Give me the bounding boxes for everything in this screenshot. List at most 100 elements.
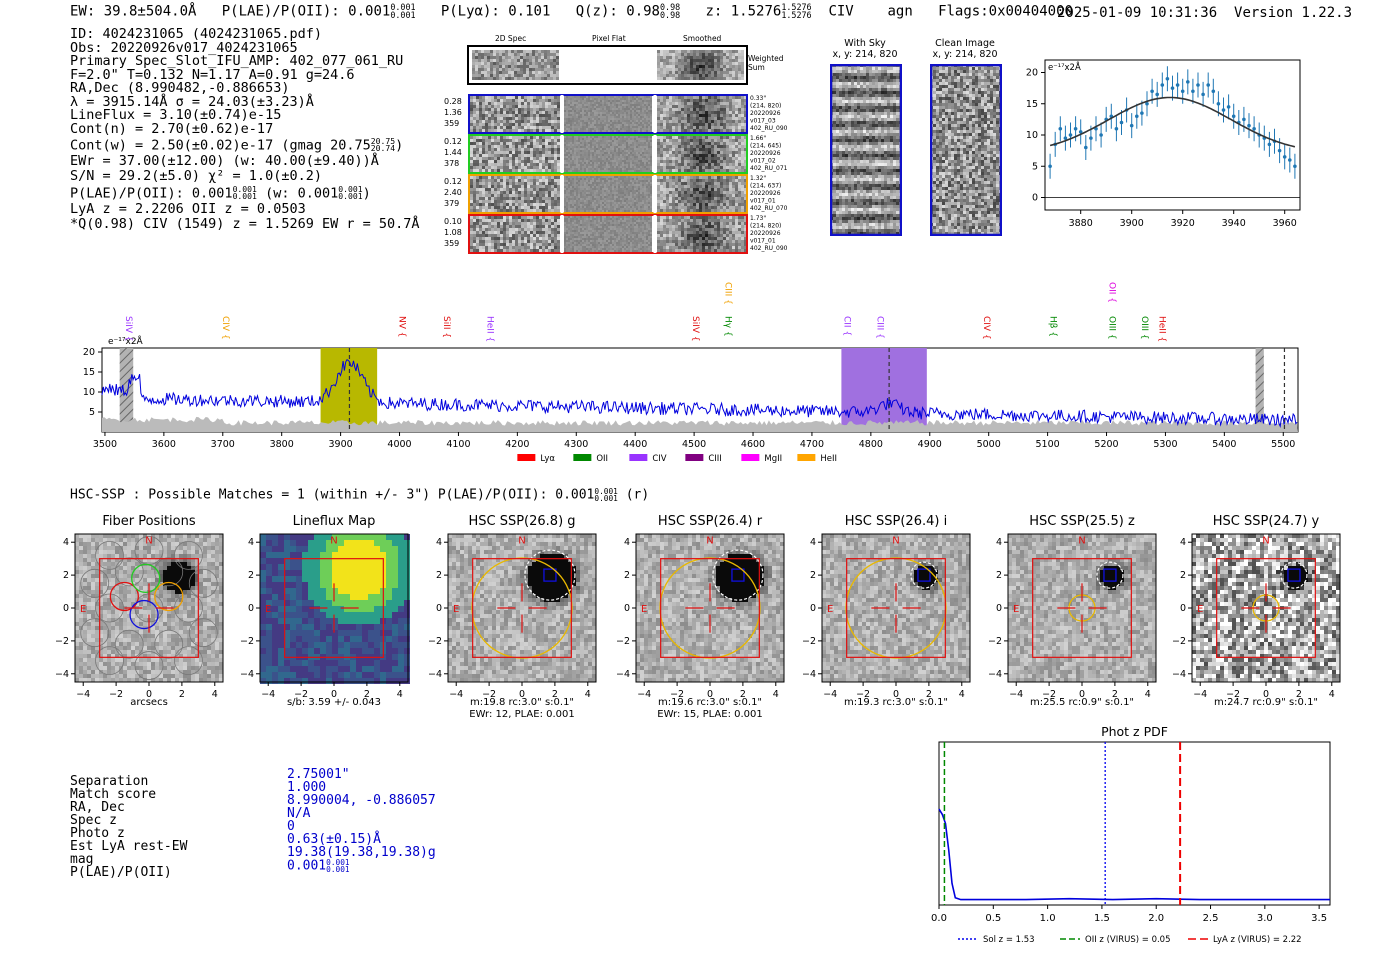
fiber-circle [134,651,164,680]
match-values: 2.75001" 1.000 8.990004, -0.886057 N/A 0 0.63… [287,768,436,873]
y-tick-label: 2 [436,570,442,581]
x-tick-label: 1.0 [1040,913,1056,924]
x-tick-label: 5300 [1153,439,1177,450]
east-label: E [80,604,86,615]
cutout-panel: 2D Spec Pixel Flat Smoothed 0.28 1.36 359 0… [440,34,790,259]
north-label: N [145,536,152,547]
x-tick-label: −4 [76,689,90,700]
x-tick-label: 3600 [152,439,176,450]
emission-line-label: HeII { [484,316,494,342]
weighted-2d-spec [472,50,559,80]
match-label: Est LyA rest-EW [70,839,188,854]
x-tick-label: 0 [1263,689,1269,700]
data-point [1063,136,1068,140]
legend-label: OII z (VIRUS) = 0.05 [1085,935,1171,945]
y-tick-label: 2 [1180,570,1186,581]
y-tick-label: −4 [1172,669,1186,680]
x-tick-label: 3700 [211,439,235,450]
x-tick-label: 5400 [1212,439,1236,450]
header-z-frac: 1.5276 1.5276 [781,2,812,20]
row-frame [468,174,748,214]
x-tick-label: 1.5 [1094,913,1110,924]
row-right-label: (214, 820) [750,103,781,110]
row-2d-spec [470,136,560,172]
match-label: Match score [70,787,157,802]
x-tick-label: 2 [552,689,558,700]
header-agn: agn [887,3,913,20]
match-value: 1.000 [287,780,327,795]
data-point [1211,89,1216,94]
x-tick-label: 2 [740,689,746,700]
east-label: E [453,604,459,615]
match-aperture [659,557,761,659]
match-value: 0.001 0.001 0.001 [287,858,350,875]
hsc-caption: m:25.5 rc:0.9" s:0.1" [1029,697,1135,708]
x-tick-label: 4 [773,689,779,700]
data-point [1058,126,1063,131]
row-right-label: 1.66" [750,135,766,142]
highlight-region [1255,348,1264,432]
row-2d-spec [470,96,560,132]
version: Version 1.22.3 [1234,5,1353,21]
row-right-label: 1.73" [750,215,766,222]
north-label: N [518,536,525,547]
header-ew: EW: 39.8±504.0Å [70,3,197,20]
x-tick-label: −4 [449,689,463,700]
with-sky-frame [830,64,902,236]
emission-line-label: CIV { [981,316,991,340]
hsc-panel: HSC SSP(24.7) y N E −4 −4 −2 −2 0 0 2 2 4 4 m:24.7 rc… [1172,510,1352,725]
row-pixel-flat [564,176,652,212]
clean-image-title: Clean Image x, y: 214, 820 [932,38,998,60]
x-tick-label: −2 [670,689,684,700]
fiber-circle [95,593,124,623]
counterpart-marker [1103,568,1117,582]
data-point [1242,117,1246,122]
data-point [1288,158,1292,162]
y-tick-label: −4 [616,669,630,680]
counterpart-aperture [910,561,938,589]
legend-swatch [573,454,592,461]
east-label: E [641,604,647,615]
data-point [1084,145,1088,150]
data-point [1165,76,1170,81]
y-tick-label: −2 [428,636,442,647]
y-tick-label: −2 [802,636,816,647]
info-lambda: λ = 3915.14Å σ = 24.03(±3.23)Å [70,93,314,110]
header-qz: Q(z): 0.98 [575,3,660,20]
hsc-caption: m:19.6 rc:3.0" s:0.1" [657,697,763,708]
x-tick-label: 5200 [1094,439,1118,450]
y-tick-label: 4 [1180,537,1186,548]
hsc-panel: HSC SSP(26.4) r N E −4 −4 −2 −2 0 0 2 2 4 4 m:19.6 rc… [616,510,796,725]
hsc-image: N E −4 −4 −2 −2 0 0 2 2 4 4 [1172,533,1341,700]
x-tick-label: −4 [261,689,275,700]
emission-line-label: SiIV { [123,316,133,342]
row-pixel-flat [564,216,652,252]
y-tick-label: 10 [83,387,95,398]
x-tick-label: 5100 [1036,439,1060,450]
y-tick-label: 2 [810,570,816,581]
x-tick-label: 0 [893,689,899,700]
info-lya-z: LyA z = 2.2206 OII z = 0.0503 [70,200,306,217]
row-right-label: v017_03 [750,118,776,125]
fiber-circle [95,540,124,570]
x-tick-label: 4 [397,689,403,700]
y-tick-label: 0 [810,603,816,614]
search-box [472,558,572,658]
hsc-panel: Lineflux Map N E −4 −4 −2 −2 0 0 2 2 4 4 s/b: 3.59 +/… [240,510,420,725]
hsc-image: N E −4 −4 −2 −2 0 0 2 2 4 4 [240,533,410,700]
hsc-panel: HSC SSP(25.5) z N E −4 −4 −2 −2 0 0 2 2 4 4 m:25.5 rc… [988,510,1168,725]
x-tick-label: 2 [1112,689,1118,700]
y-tick-label: 10 [1026,130,1038,141]
data-point [1282,155,1287,159]
y-tick-label: 4 [248,537,254,548]
data-point [1231,114,1236,119]
search-box [660,558,760,658]
emission-line-label: CIII { [874,316,884,339]
x-tick-label: −2 [109,689,123,700]
x-tick-label: 2.5 [1203,913,1219,924]
north-label: N [706,536,713,547]
fiber-circle [154,629,184,659]
x-tick-label: 2 [364,689,370,700]
timestamp: 2025-01-09 10:31:36 [1057,5,1218,21]
x-tick-label: 3500 [93,439,117,450]
